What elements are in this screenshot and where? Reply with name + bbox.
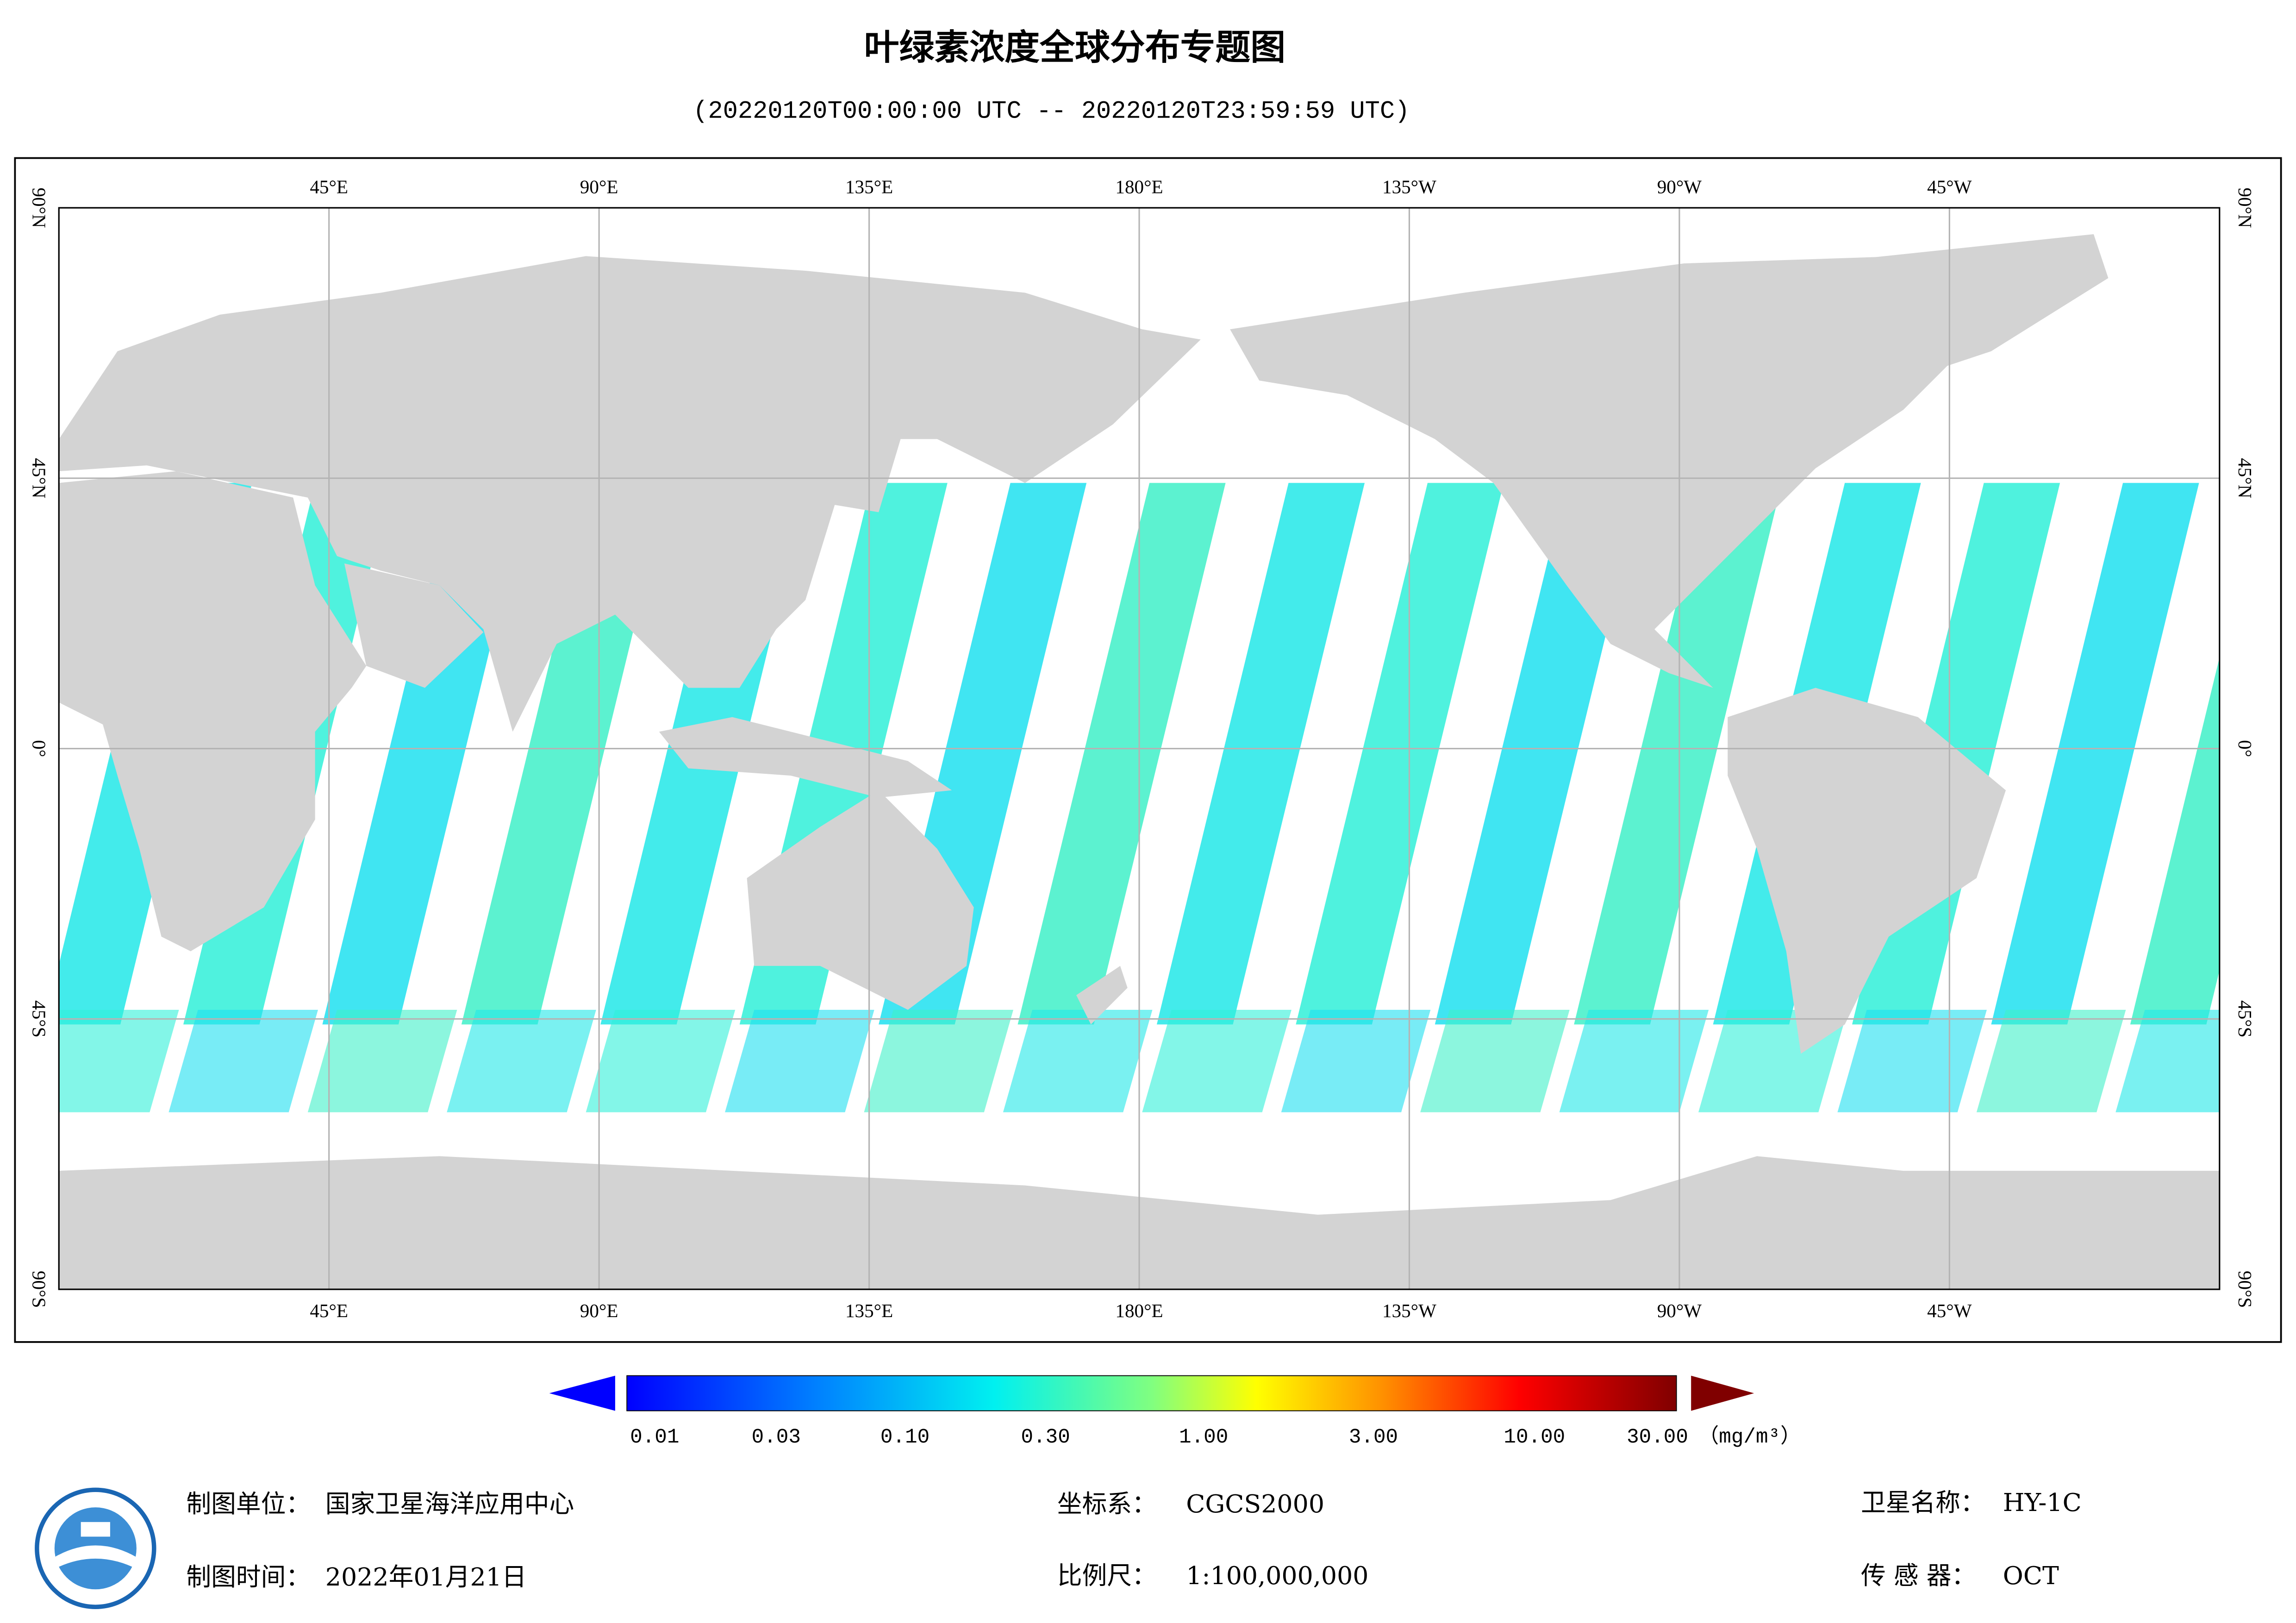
south-america: [1728, 688, 2006, 1054]
colorbar-tick-label: 1.00: [1179, 1426, 1228, 1449]
colorbar-tick-label: 10.00: [1504, 1426, 1565, 1449]
lon-label-top: 135°E: [845, 176, 893, 197]
colorbar-labels: 0.01 0.03 0.10 0.30 1.00 3.00 10.00 30.00: [630, 1426, 1688, 1449]
colorbar-tick-label: 0.03: [752, 1426, 801, 1449]
swath: [1156, 483, 1365, 1025]
colorbar-unit: （mg/m³）: [1698, 1425, 1801, 1449]
eurasia: [59, 256, 1201, 732]
north-america: [1230, 256, 1977, 688]
swath: [1017, 483, 1226, 1025]
lon-label-top: 90°W: [1657, 176, 1702, 197]
lat-label-right: 0°: [2234, 740, 2256, 757]
swath-south: [864, 1009, 1014, 1113]
lon-label-top: 90°E: [580, 176, 618, 197]
swath: [1435, 483, 1643, 1025]
swath-south: [307, 1009, 457, 1113]
australia: [747, 790, 974, 1010]
lon-label-top: 45°E: [310, 176, 348, 197]
satellite-label: 卫星名称：: [1861, 1488, 1985, 1517]
lat-label-left: 45°S: [28, 1001, 50, 1038]
swath-south: [1976, 1009, 2126, 1113]
swath: [461, 483, 669, 1025]
colorbar-tick-label: 0.10: [880, 1426, 930, 1449]
satellite-value: HY-1C: [2003, 1488, 2082, 1517]
lon-label-bottom: 135°W: [1382, 1300, 1436, 1321]
lon-label-bottom: 45°W: [1927, 1300, 1972, 1321]
swath-south: [447, 1009, 596, 1113]
swath-south: [725, 1009, 874, 1113]
swath-south: [168, 1009, 318, 1113]
lon-label-bottom: 90°E: [580, 1300, 618, 1321]
swath: [1296, 483, 1504, 1025]
graticule: 45°E 45°E 90°E 90°E 135°E 135°E 180°E 180°E 135°…: [28, 176, 2256, 1321]
lon-label-bottom: 45°E: [310, 1300, 348, 1321]
lat-label-left: 45°N: [28, 458, 50, 498]
indonesia: [659, 717, 952, 798]
colorbar-tick-label: 30.00: [1627, 1426, 1688, 1449]
time-label: 制图时间：: [186, 1562, 311, 1592]
lat-label-right: 45°S: [2234, 1001, 2256, 1038]
subtitle: (20220120T00:00:00 UTC -- 20220120T23:59…: [693, 98, 1410, 126]
outer-frame: [14, 157, 2282, 1343]
swath-south: [1281, 1009, 1431, 1113]
unit-label: 制图单位：: [186, 1489, 311, 1518]
time-value: 2022年01月21日: [325, 1562, 527, 1592]
unit-value: 国家卫星海洋应用中心: [325, 1489, 574, 1518]
crs-value: CGCS2000: [1186, 1489, 1324, 1518]
crs-label: 坐标系：: [1057, 1489, 1157, 1518]
greenland: [1816, 234, 2109, 381]
swath-south: [586, 1009, 736, 1113]
lon-label-bottom: 90°W: [1657, 1300, 1702, 1321]
colorbar-tick-label: 0.30: [1021, 1426, 1070, 1449]
new-zealand: [1076, 966, 1128, 1025]
colorbar-tick-label: 0.01: [630, 1426, 679, 1449]
lon-label-bottom: 180°E: [1115, 1300, 1163, 1321]
sensor-value: OCT: [2003, 1561, 2059, 1590]
colorbar-tick-label: 3.00: [1349, 1426, 1398, 1449]
swath-south: [2115, 1009, 2220, 1113]
swath: [1991, 483, 2199, 1025]
lat-label-left: 90°S: [28, 1271, 50, 1308]
colorbar-high-arrow: [1691, 1375, 1754, 1411]
lon-label-top: 180°E: [1115, 176, 1163, 197]
map-frame: [58, 207, 2221, 1290]
lon-label-bottom: 135°E: [845, 1300, 893, 1321]
colorbar-low-arrow: [549, 1375, 615, 1411]
africa: [59, 471, 367, 951]
swath: [1574, 483, 1782, 1025]
lat-label-right: 90°N: [2234, 187, 2256, 228]
lat-label-left: 0°: [28, 740, 50, 757]
swath-south: [1142, 1009, 1292, 1113]
logo: [35, 1487, 156, 1609]
swath-south: [1003, 1009, 1153, 1113]
lat-label-left: 90°N: [28, 187, 50, 228]
scale-label: 比例尺：: [1057, 1561, 1157, 1590]
colorbar: [626, 1375, 1677, 1412]
arabia: [344, 563, 484, 688]
title: 叶绿素浓度全球分布专题图: [864, 27, 1286, 68]
swath-south: [59, 1009, 179, 1113]
lat-label-right: 45°N: [2234, 458, 2256, 498]
swath-south: [1420, 1009, 1570, 1113]
swath-south: [1559, 1009, 1709, 1113]
scale-value: 1:100,000,000: [1186, 1561, 1368, 1590]
lat-label-right: 90°S: [2234, 1271, 2256, 1308]
lon-label-top: 45°W: [1927, 176, 1972, 197]
sensor-label: 传 感 器：: [1861, 1561, 1976, 1590]
lon-label-top: 135°W: [1382, 176, 1436, 197]
